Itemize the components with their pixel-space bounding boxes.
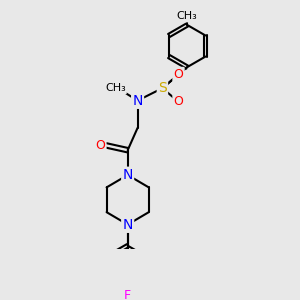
Text: N: N: [122, 168, 133, 182]
Text: O: O: [174, 68, 184, 81]
Text: N: N: [122, 218, 133, 232]
Text: O: O: [95, 139, 105, 152]
Text: CH₃: CH₃: [105, 83, 126, 93]
Text: N: N: [132, 94, 143, 108]
Text: O: O: [174, 95, 184, 108]
Text: S: S: [158, 81, 167, 95]
Text: F: F: [124, 289, 131, 300]
Text: CH₃: CH₃: [177, 11, 198, 21]
